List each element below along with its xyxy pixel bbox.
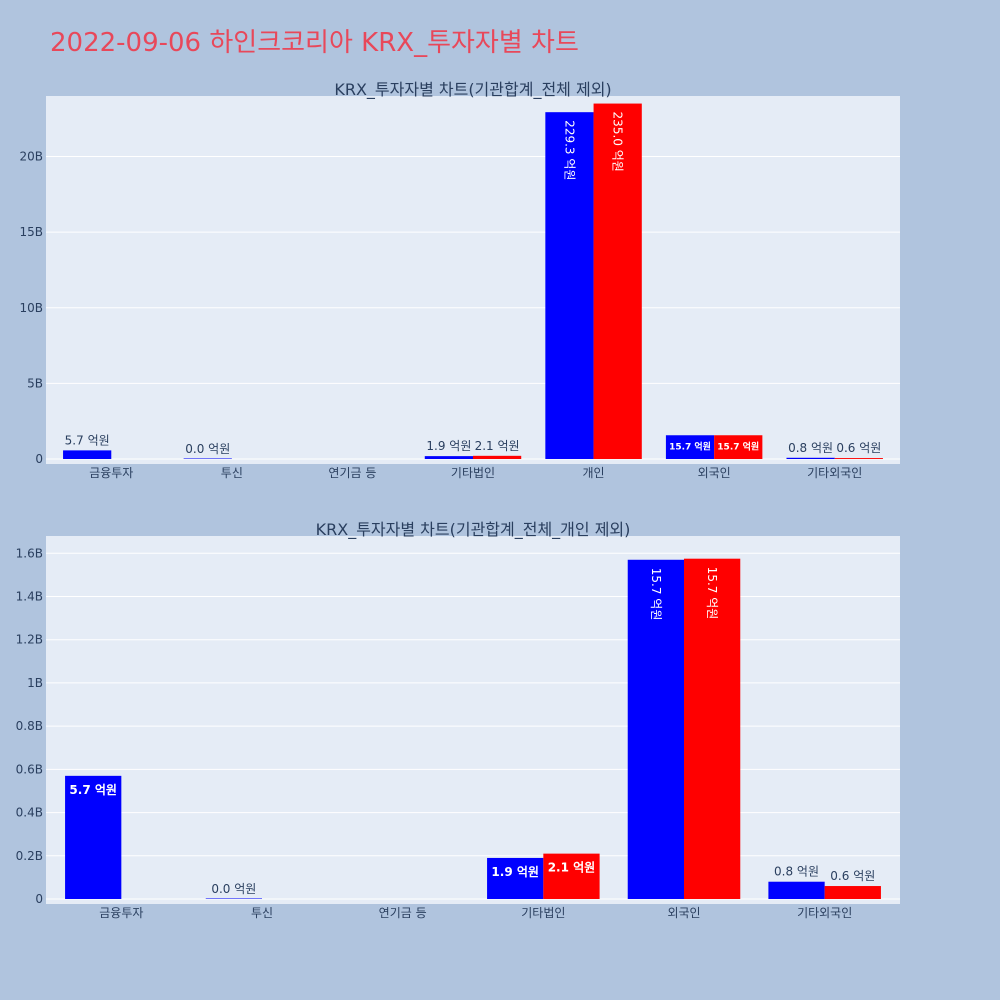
y-tick-label: 1.4B [16,590,43,604]
y-tick-label: 0.4B [16,806,43,820]
chart-2: 0 0.2B 0.4B 0.6B 0.8B 1B 1.2B 1.4B 1.6B KRX_투자자별 … [16,520,900,920]
x-tick-label: 투신 [251,906,273,920]
bar-series1 [63,450,112,459]
x-tick-label: 금융투자 [99,906,143,920]
y-tick-label: 1B [27,676,43,690]
data-label: 229.3 억원 [562,120,576,180]
y-tick-label: 0.2B [16,849,43,863]
plot-area [46,96,900,464]
bar-series1 [65,775,122,899]
page-title: 2022-09-06 하인크코리아 KRX_투자자별 차트 [50,28,579,58]
y-tick-label: 20B [19,150,43,164]
data-label: 1.9 억원 [426,439,471,453]
data-label: 1.9 억원 [491,865,539,879]
chart-title: KRX_투자자별 차트(기관합계_전체_개인 제외) [316,520,631,540]
data-label: 235.0 억원 [611,112,625,172]
x-tick-label: 외국인 [667,906,700,920]
x-tick-label: 기타외국인 [797,906,852,920]
data-label: 0.8 억원 [774,865,819,879]
bar-series1 [205,898,262,899]
bar-series1 [424,456,473,459]
bar-series1 [487,857,544,899]
bar-series2 [543,853,600,899]
chart-1: 0 5B 10B 15B 20B KRX_투자자별 차트(기관합계_전체 제외) 금융투자 5… [19,80,900,480]
data-label: 15.7 억원 [649,568,663,621]
x-tick-label: 기타법인 [451,466,495,480]
y-tick-label: 5B [27,376,43,390]
y-tick-label: 0 [35,892,43,906]
bar-series1 [627,559,684,899]
data-label: 2.1 억원 [475,439,520,453]
data-label: 2.1 억원 [548,861,596,875]
y-tick-label: 15B [19,225,43,239]
data-label: 0.6 억원 [836,441,881,455]
data-label: 15.7 억원 [669,440,711,452]
bar-series2 [593,103,642,459]
bar-series1 [768,881,825,899]
bar-series2 [834,458,883,459]
x-tick-label: 기타법인 [521,906,565,920]
x-tick-label: 금융투자 [89,466,133,480]
bar-series1 [545,112,594,459]
bar-series1 [786,457,835,459]
x-tick-label: 투신 [221,466,243,480]
y-tick-label: 10B [19,301,43,315]
data-label: 15.7 억원 [717,440,759,452]
y-tick-label: 0.8B [16,719,43,733]
x-tick-label: 연기금 등 [379,906,427,920]
data-label: 5.7 억원 [65,433,110,447]
y-tick-label: 0.6B [16,762,43,776]
data-label: 5.7 억원 [69,783,117,797]
data-label: 0.8 억원 [788,441,833,455]
x-tick-label: 외국인 [698,466,731,480]
x-tick-label: 기타외국인 [807,466,862,480]
bar-series2 [684,558,741,899]
chart-title: KRX_투자자별 차트(기관합계_전체 제외) [334,80,611,100]
bar-series2 [714,435,763,459]
bar-series2 [824,886,881,899]
data-label: 0.6 억원 [830,869,875,883]
data-label: 0.0 억원 [211,882,256,896]
bar-series1 [183,458,232,459]
y-tick-label: 1.2B [16,633,43,647]
data-label: 0.0 억원 [185,442,230,456]
plot-area [46,536,900,904]
data-label: 15.7 억원 [705,567,719,620]
bar-series2 [473,455,522,459]
y-tick-label: 0 [35,452,43,466]
bar-series1 [665,435,715,459]
x-tick-label: 연기금 등 [328,466,376,480]
y-tick-label: 1.6B [16,546,43,560]
x-tick-label: 개인 [583,466,605,480]
